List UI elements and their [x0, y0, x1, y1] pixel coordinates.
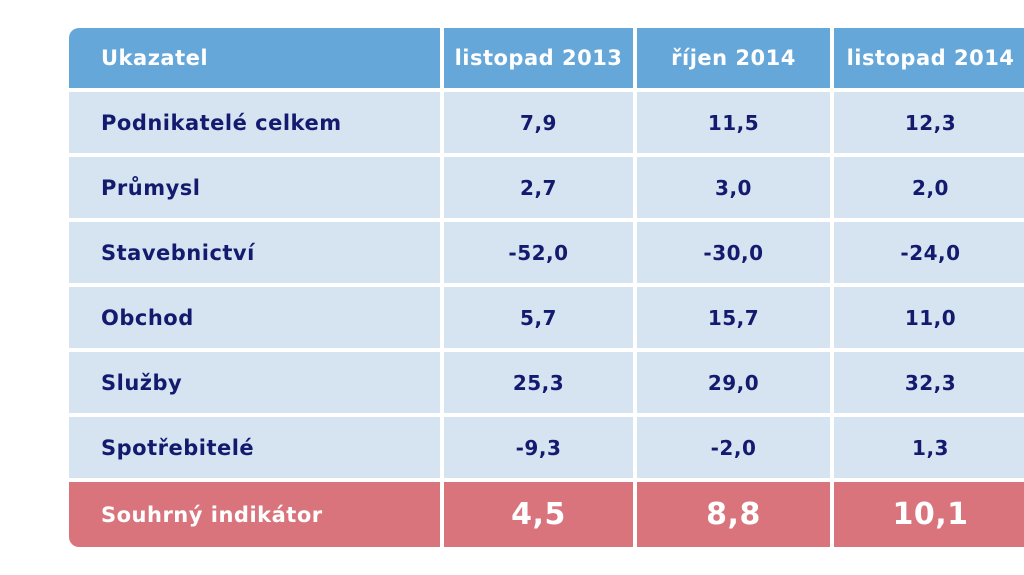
column-header-listopad-2013: listopad 2013: [444, 28, 633, 88]
table-cell: 7,9: [444, 92, 633, 153]
column-header-rijen-2014: říjen 2014: [637, 28, 830, 88]
table-cell: 25,3: [444, 352, 633, 413]
table-cell: 3,0: [637, 157, 830, 218]
table-cell: 15,7: [637, 287, 830, 348]
table-cell: 5,7: [444, 287, 633, 348]
summary-cell: 8,8: [637, 482, 830, 547]
summary-cell: 10,1: [834, 482, 1024, 547]
table-cell: 32,3: [834, 352, 1024, 413]
row-label-spotrebitele: Spotřebitelé: [69, 417, 440, 478]
table-cell: -24,0: [834, 222, 1024, 283]
table-cell: 2,0: [834, 157, 1024, 218]
row-label-sluzby: Služby: [69, 352, 440, 413]
row-label-stavebnictvi: Stavebnictví: [69, 222, 440, 283]
summary-row-label: Souhrný indikátor: [69, 482, 440, 547]
table-cell: 1,3: [834, 417, 1024, 478]
table-cell: 11,0: [834, 287, 1024, 348]
summary-cell: 4,5: [444, 482, 633, 547]
table-cell: -52,0: [444, 222, 633, 283]
table-cell: -9,3: [444, 417, 633, 478]
table-cell: 12,3: [834, 92, 1024, 153]
column-header-listopad-2014: listopad 2014: [834, 28, 1024, 88]
row-label-prumysl: Průmysl: [69, 157, 440, 218]
row-label-obchod: Obchod: [69, 287, 440, 348]
column-header-ukazatel: Ukazatel: [69, 28, 440, 88]
row-label-podnikatele-celkem: Podnikatelé celkem: [69, 92, 440, 153]
table-cell: 11,5: [637, 92, 830, 153]
table-cell: -30,0: [637, 222, 830, 283]
table-cell: 29,0: [637, 352, 830, 413]
table-cell: 2,7: [444, 157, 633, 218]
indicators-table: Ukazatel listopad 2013 říjen 2014 listop…: [69, 28, 1024, 547]
table-cell: -2,0: [637, 417, 830, 478]
